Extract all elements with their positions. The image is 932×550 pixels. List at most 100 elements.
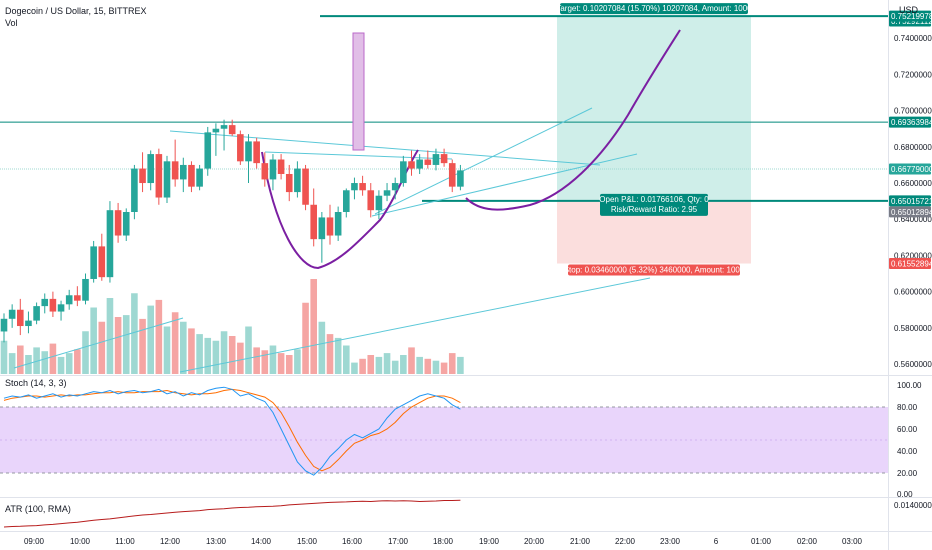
candle-body (391, 183, 399, 191)
volume-bar (432, 360, 440, 374)
volume-bar (82, 331, 89, 374)
stoch-legend: Stoch (14, 3, 3) (5, 378, 67, 388)
time-tick-label: 21:00 (570, 537, 591, 546)
time-tick-label: 22:00 (615, 537, 636, 546)
volume-bar (212, 340, 220, 374)
candle-body (155, 154, 163, 198)
volume-bar (17, 345, 24, 374)
candle-body (25, 320, 32, 327)
candle-body (82, 278, 89, 301)
candle-body (302, 168, 309, 205)
target-zone (557, 16, 751, 201)
price-tag: 0.61552894 (891, 260, 932, 269)
cup-arc (261, 149, 419, 270)
projection-arc (465, 29, 681, 211)
volume-bar (220, 331, 228, 374)
volume-bar (457, 356, 464, 374)
candle-body (440, 154, 448, 164)
stoch-tick-label: 80.00 (897, 403, 918, 412)
volume-bar (294, 349, 301, 374)
candle-body (432, 154, 440, 165)
volume-bar (424, 358, 432, 374)
volume-bars (0, 279, 464, 374)
candle-body (8, 309, 16, 319)
candle-body (424, 159, 432, 165)
position-zones (557, 16, 751, 264)
candle-body (351, 183, 358, 191)
candle-body (196, 168, 203, 187)
stoch-tick-label: 100.00 (897, 381, 922, 390)
candle-body (277, 159, 285, 174)
candle-body (408, 161, 415, 169)
price-tag-box (889, 195, 931, 207)
candle-body (367, 190, 375, 211)
candle-body (245, 141, 252, 162)
volume-bar (416, 356, 423, 374)
stoch-k-line (3, 386, 461, 476)
volume-bar (122, 315, 130, 374)
atr-legend: ATR (100, RMA) (5, 504, 71, 514)
candle-body (147, 154, 154, 184)
volume-marker-box (352, 32, 365, 151)
candles (0, 119, 464, 343)
volume-bar (310, 279, 317, 374)
risk-reward-label: Risk/Reward Ratio: 2.95 (611, 205, 698, 214)
volume-bar (49, 343, 57, 374)
time-tick-label: 16:00 (342, 537, 363, 546)
volume-bar (326, 334, 334, 374)
volume-bar (383, 353, 391, 374)
candle-body (0, 318, 8, 332)
position-labels: Target: 0.10207084 (15.70%) 10207084, Am… (556, 3, 752, 276)
candle-body (400, 161, 407, 184)
volume-bar (90, 307, 97, 374)
price-tick-label: 0.56000000 (894, 360, 932, 369)
candle-body (114, 210, 122, 236)
candle-body (383, 190, 391, 196)
time-tick-label: 18:00 (433, 537, 454, 546)
candle-body (237, 134, 244, 162)
volume-bar (285, 355, 293, 374)
atr-line (3, 499, 461, 528)
volume-bar (204, 337, 212, 374)
candle-body (416, 159, 423, 169)
volume-bar (74, 349, 81, 374)
candle-body (33, 306, 40, 321)
volume-bar (261, 350, 269, 374)
price-tag: 0.65012894 (891, 208, 932, 217)
neckline (264, 151, 453, 160)
candle-body (57, 304, 65, 312)
time-tick-label: 6 (714, 537, 719, 546)
volume-bar (343, 345, 350, 374)
stop-label-box (568, 264, 740, 276)
volume-bar (41, 351, 49, 374)
stop-label: Stop: 0.03460000 (5.32%) 3460000, Amount… (564, 266, 745, 275)
stoch-tick-label: 20.00 (897, 469, 918, 478)
candle-body (139, 168, 146, 184)
time-tick-label: 17:00 (388, 537, 409, 546)
candle-body (253, 141, 260, 164)
candle-body (448, 163, 456, 187)
volume-legend: Vol (5, 18, 18, 28)
volume-bar (180, 321, 187, 374)
candle-body (285, 173, 293, 193)
time-tick-label: 03:00 (842, 537, 863, 546)
atr-panel (3, 499, 461, 528)
price-tag-box (889, 10, 931, 22)
candle-body (269, 159, 277, 180)
time-tick-label: 12:00 (160, 537, 181, 546)
volume-bar (318, 321, 326, 374)
candle-body (326, 217, 334, 236)
time-tick-label: 19:00 (479, 537, 500, 546)
candle-body (343, 190, 350, 213)
volume-bar (65, 353, 73, 374)
candle-body (171, 161, 179, 180)
channel-upper-line (374, 107, 593, 215)
volume-bar (147, 305, 154, 374)
